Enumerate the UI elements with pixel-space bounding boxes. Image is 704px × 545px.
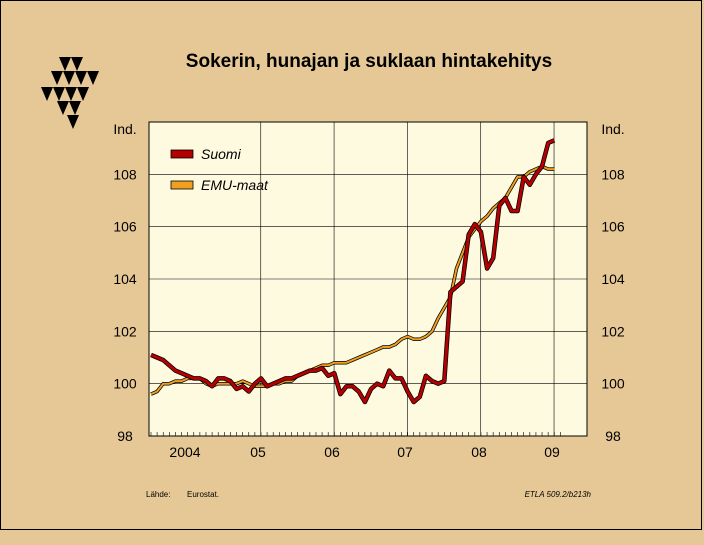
y-tick-label-right: 100 xyxy=(601,376,625,392)
chart-frame: Sokerin, hunajan ja suklaan hintakehitys… xyxy=(0,0,702,530)
chart-code: ETLA 509.2/b213h xyxy=(525,490,592,499)
y-tick-label-left: 104 xyxy=(113,271,137,287)
x-tick-label: 08 xyxy=(471,444,487,460)
y-tick-label-right: 102 xyxy=(601,323,625,339)
x-tick-label: 2004 xyxy=(169,444,200,460)
legend-swatch-emu xyxy=(170,180,194,190)
legend-label-suomi: Suomi xyxy=(201,146,242,162)
axis-labels: 98 98 100 100 102 102 104 104 106 106 108 108 2004 05… xyxy=(113,166,625,460)
y-tick-label-left: 100 xyxy=(113,376,137,392)
source-value: Eurostat. xyxy=(187,490,219,499)
series-layer xyxy=(150,138,556,405)
y-tick-label-left: 108 xyxy=(113,166,137,182)
y-tick-label-right: 108 xyxy=(601,166,625,182)
x-tick-label: 05 xyxy=(250,444,266,460)
x-tick-label: 07 xyxy=(397,444,413,460)
x-tick-label: 06 xyxy=(324,444,340,460)
y-tick-label-right: 104 xyxy=(601,271,625,287)
legend: Suomi EMU-maat xyxy=(170,146,269,193)
x-tick-label: 09 xyxy=(544,444,560,460)
chart-title: Sokerin, hunajan ja suklaan hintakehitys xyxy=(186,51,552,72)
source-label: Lähde: xyxy=(146,490,170,499)
etla-logo xyxy=(41,57,99,129)
y-tick-label-left: 106 xyxy=(113,219,137,235)
y-tick-label-right: 106 xyxy=(601,219,625,235)
legend-swatch-suomi xyxy=(170,149,194,159)
y-tick-label-left: 98 xyxy=(117,428,133,444)
series-line-emu xyxy=(150,165,555,396)
series-line-suomi xyxy=(150,138,555,404)
y-axis-label-right: Ind. xyxy=(601,121,624,137)
y-tick-label-left: 102 xyxy=(113,323,137,339)
legend-label-emu: EMU-maat xyxy=(201,177,269,193)
y-tick-label-right: 98 xyxy=(605,428,621,444)
y-axis-label-left: Ind. xyxy=(113,121,136,137)
